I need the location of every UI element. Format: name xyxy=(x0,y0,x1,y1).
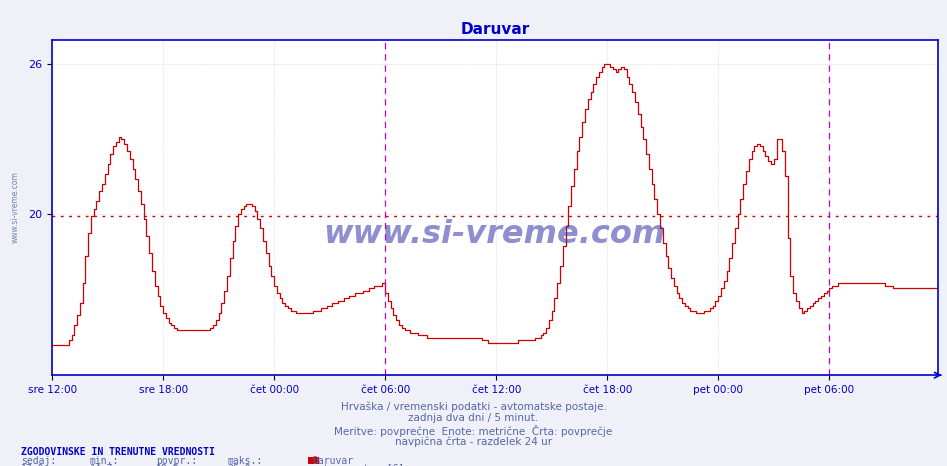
Text: povpr.:: povpr.: xyxy=(156,456,197,466)
Text: www.si-vreme.com: www.si-vreme.com xyxy=(324,219,666,250)
Text: maks.:: maks.: xyxy=(227,456,262,466)
Text: Meritve: povprečne  Enote: metrične  Črta: povprečje: Meritve: povprečne Enote: metrične Črta:… xyxy=(334,425,613,437)
Text: 14,7: 14,7 xyxy=(90,464,114,466)
Text: temperatura[C]: temperatura[C] xyxy=(322,464,404,466)
Text: zadnja dva dni / 5 minut.: zadnja dva dni / 5 minut. xyxy=(408,413,539,423)
Text: Daruvar: Daruvar xyxy=(313,456,353,466)
Text: 26,0: 26,0 xyxy=(227,464,251,466)
Text: navpična črta - razdelek 24 ur: navpična črta - razdelek 24 ur xyxy=(395,437,552,447)
Title: Daruvar: Daruvar xyxy=(460,22,529,37)
Text: min.:: min.: xyxy=(90,456,119,466)
Text: ZGODOVINSKE IN TRENUTNE VREDNOSTI: ZGODOVINSKE IN TRENUTNE VREDNOSTI xyxy=(21,447,215,457)
Text: sedaj:: sedaj: xyxy=(21,456,56,466)
Text: 19,9: 19,9 xyxy=(156,464,180,466)
Text: 17,0: 17,0 xyxy=(21,464,45,466)
Text: Hrvaška / vremenski podatki - avtomatske postaje.: Hrvaška / vremenski podatki - avtomatske… xyxy=(341,402,606,412)
Text: www.si-vreme.com: www.si-vreme.com xyxy=(10,171,19,243)
